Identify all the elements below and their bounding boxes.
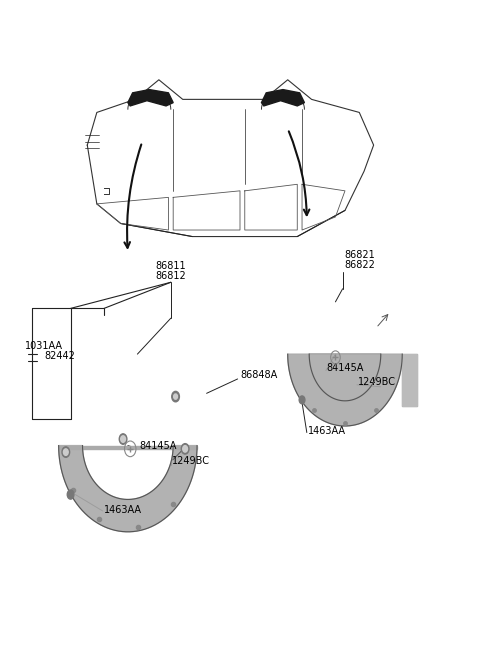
Text: 1463AA: 1463AA [104,504,142,514]
Circle shape [119,434,127,444]
Circle shape [174,394,178,400]
Text: 1463AA: 1463AA [308,426,346,436]
Text: 86811: 86811 [156,261,186,271]
Circle shape [172,392,180,402]
Circle shape [67,490,74,499]
Polygon shape [59,445,197,449]
Circle shape [181,443,189,454]
Polygon shape [262,90,304,106]
Polygon shape [59,445,197,532]
Text: 84145A: 84145A [327,363,364,373]
Text: 82442: 82442 [44,351,75,361]
Circle shape [63,449,68,455]
Text: 86812: 86812 [156,271,186,281]
Text: 1249BC: 1249BC [172,456,210,466]
Circle shape [62,447,70,457]
Circle shape [183,445,188,452]
Circle shape [120,436,125,442]
Text: 84145A: 84145A [140,441,177,451]
Text: 86848A: 86848A [240,370,277,380]
Text: 1249BC: 1249BC [359,377,396,387]
Text: 86821: 86821 [344,250,375,260]
Circle shape [299,396,305,404]
Polygon shape [402,354,417,406]
Polygon shape [128,90,173,106]
Text: 86822: 86822 [344,260,375,270]
Text: 1031AA: 1031AA [25,341,63,352]
Polygon shape [288,354,402,426]
